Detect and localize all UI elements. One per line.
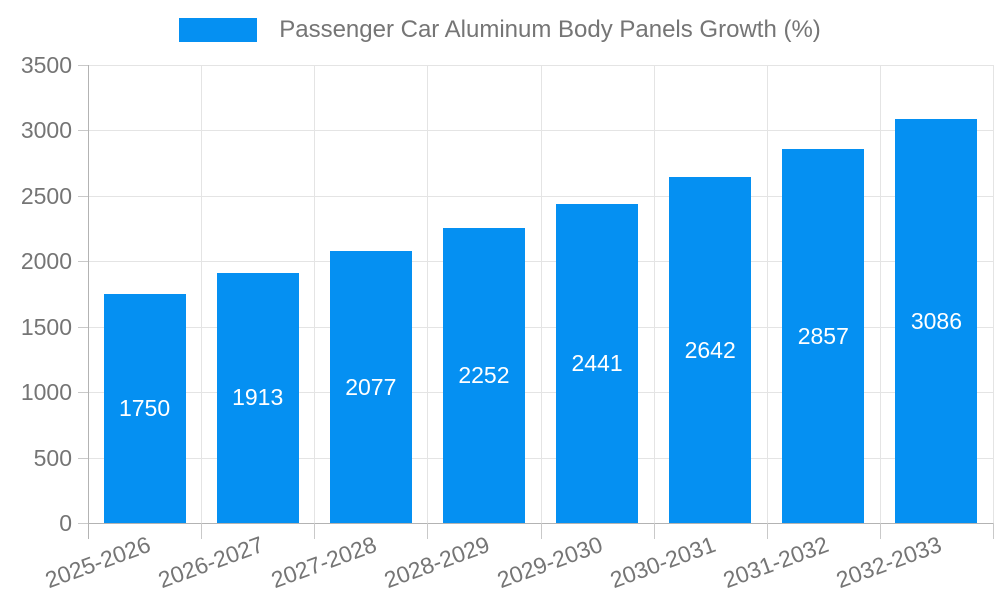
bar-value-label: 2441 [571, 349, 623, 376]
v-gridline [427, 65, 429, 523]
y-tick-label: 500 [33, 444, 72, 471]
x-tick-label: 2030-2031 [606, 531, 720, 594]
x-tick [993, 523, 994, 539]
bar[interactable]: 3086 [895, 119, 978, 523]
bar-value-label: 3086 [910, 307, 963, 334]
v-gridline [653, 65, 655, 523]
bar-value-label: 2077 [345, 373, 397, 400]
bar[interactable]: 2441 [556, 203, 639, 523]
x-tick [314, 523, 316, 539]
y-axis-line [88, 65, 89, 539]
y-tick [78, 261, 88, 263]
y-tick-label: 3000 [20, 117, 72, 144]
y-tick-label: 2000 [20, 248, 72, 275]
y-tick-label: 1500 [20, 313, 72, 340]
bar-value-label: 2857 [797, 322, 849, 349]
legend-swatch [179, 18, 258, 42]
y-tick-label: 3500 [20, 52, 72, 78]
y-tick [78, 392, 88, 394]
v-gridline [993, 65, 994, 523]
y-tick [78, 130, 88, 132]
v-gridline [314, 65, 316, 523]
x-tick-label: 2027-2028 [267, 531, 380, 594]
x-tick [201, 523, 203, 539]
v-gridline [201, 65, 203, 523]
y-tick-label: 0 [59, 510, 72, 536]
x-tick [653, 523, 655, 539]
bar-value-label: 2252 [458, 362, 510, 389]
y-tick [78, 457, 88, 459]
bar[interactable]: 2077 [329, 251, 412, 523]
x-tick-label: 2031-2032 [719, 531, 833, 594]
x-tick-label: 2025-2026 [41, 531, 154, 594]
y-tick [78, 326, 88, 328]
x-tick-label: 2028-2029 [380, 531, 493, 594]
x-tick-label: 2029-2030 [493, 531, 606, 594]
v-gridline [540, 65, 542, 523]
y-tick-label: 2500 [20, 182, 72, 209]
x-tick [540, 523, 542, 539]
bar[interactable]: 2252 [442, 228, 525, 523]
y-tick [78, 65, 88, 66]
v-gridline [766, 65, 768, 523]
y-tick [78, 523, 88, 524]
bar[interactable]: 1750 [103, 294, 186, 523]
x-tick-label: 2032-2033 [833, 531, 946, 594]
legend[interactable]: Passenger Car Aluminum Body Panels Growt… [0, 16, 1000, 44]
x-tick [427, 523, 429, 539]
bar[interactable]: 1913 [216, 272, 299, 523]
v-gridline [879, 65, 881, 523]
y-tick-label: 1000 [20, 379, 72, 406]
x-tick [879, 523, 881, 539]
bar[interactable]: 2857 [782, 149, 865, 523]
bar-value-label: 1913 [232, 384, 284, 411]
bar-value-label: 1750 [118, 395, 171, 421]
x-tick [766, 523, 768, 539]
legend-label: Passenger Car Aluminum Body Panels Growt… [279, 16, 821, 43]
bar[interactable]: 2642 [669, 177, 752, 523]
bar-value-label: 2642 [684, 336, 736, 363]
x-tick-label: 2026-2027 [154, 531, 267, 594]
y-tick [78, 195, 88, 197]
